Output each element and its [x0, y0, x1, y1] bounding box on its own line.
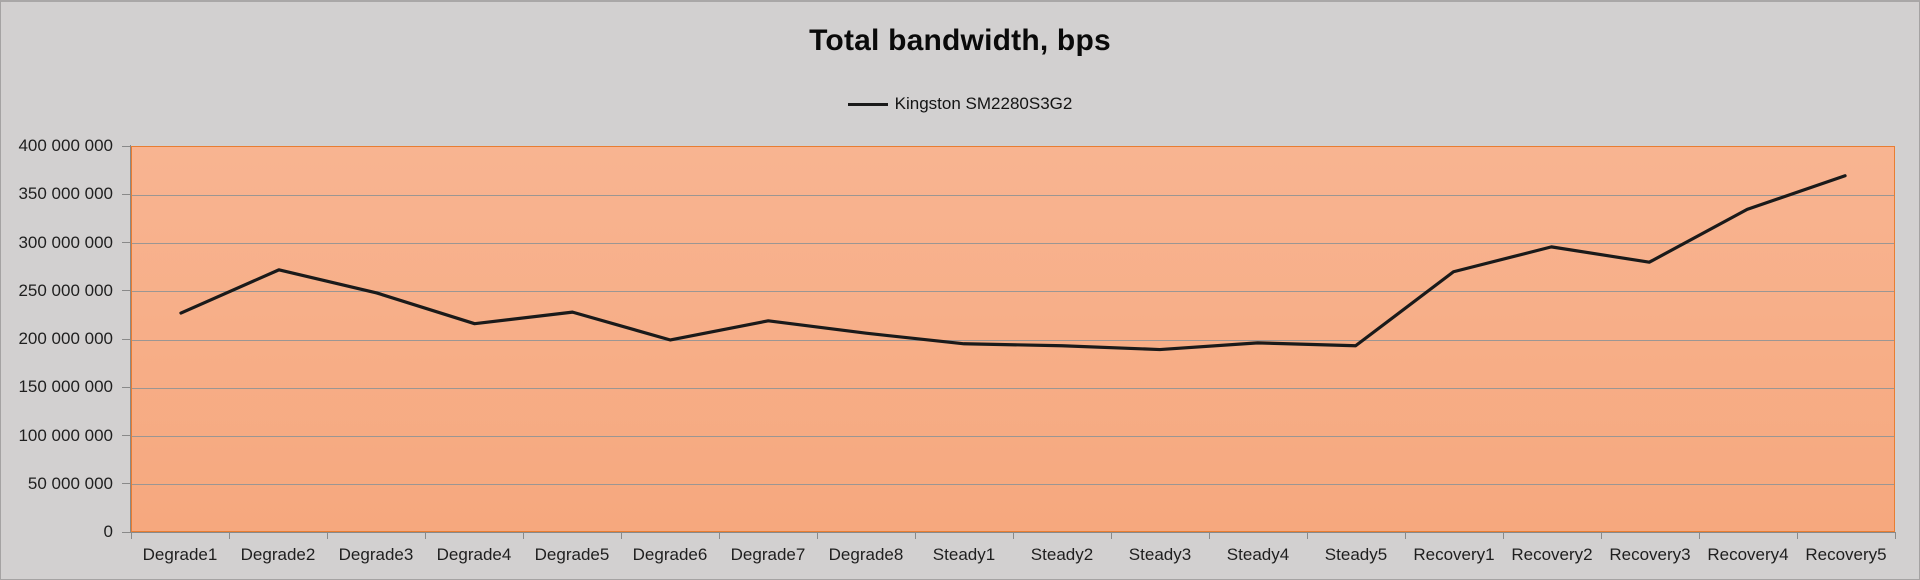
- gridline: [132, 484, 1894, 486]
- x-tick: [1307, 533, 1308, 539]
- x-tick: [327, 533, 328, 539]
- x-tick: [915, 533, 916, 539]
- x-tick: [523, 533, 524, 539]
- x-tick: [1111, 533, 1112, 539]
- x-tick-label: Degrade7: [730, 545, 806, 564]
- y-tick-label: 50 000 000: [27, 473, 113, 493]
- y-tick-label: 100 000 000: [18, 425, 113, 445]
- x-tick-label: Recovery3: [1609, 545, 1691, 564]
- y-tick-label: 400 000 000: [18, 136, 113, 155]
- x-tick: [1895, 533, 1896, 539]
- chart-title: Total bandwidth, bps: [809, 24, 1111, 57]
- y-tick-label: 0: [103, 522, 113, 541]
- x-tick-label: Degrade4: [436, 545, 512, 564]
- y-tick: [122, 290, 131, 292]
- y-tick: [122, 338, 131, 340]
- legend-line-marker: [847, 102, 888, 106]
- x-tick: [719, 533, 720, 539]
- y-tick-label: 150 000 000: [18, 377, 113, 397]
- x-tick: [1797, 533, 1798, 539]
- x-tick: [1013, 533, 1014, 539]
- y-tick: [122, 483, 131, 485]
- x-tick-label: Recovery2: [1511, 545, 1593, 564]
- gridline: [132, 291, 1894, 293]
- x-tick-label: Degrade8: [828, 545, 904, 564]
- plot-area: [131, 146, 1895, 532]
- x-tick: [229, 533, 230, 539]
- x-tick: [1209, 533, 1210, 539]
- x-tick: [1601, 533, 1602, 539]
- x-tick-label: Recovery4: [1707, 545, 1789, 564]
- y-tick: [122, 193, 131, 195]
- x-tick-label: Recovery1: [1413, 545, 1495, 564]
- x-tick-label: Steady2: [1030, 545, 1094, 564]
- x-tick: [1405, 533, 1406, 539]
- x-tick: [817, 533, 818, 539]
- y-tick-label: 300 000 000: [18, 232, 113, 252]
- x-tick-label: Steady5: [1324, 545, 1388, 564]
- gridline: [132, 436, 1894, 437]
- y-tick-label: 250 000 000: [18, 280, 113, 300]
- y-tick: [122, 435, 131, 436]
- gridline: [132, 194, 1894, 196]
- x-tick-label: Degrade1: [142, 545, 218, 564]
- y-tick: [122, 531, 131, 533]
- legend: Kingston SM2280S3G2: [1, 94, 1919, 114]
- x-tick-label: Degrade6: [632, 545, 708, 564]
- y-tick: [122, 386, 131, 388]
- x-tick-label: Steady1: [932, 545, 996, 564]
- bandwidth-series-polyline: [179, 174, 1847, 352]
- x-tick: [1699, 533, 1700, 539]
- x-tick-label: Recovery5: [1805, 545, 1887, 564]
- legend-series-label: Kingston SM2280S3G2: [894, 94, 1073, 113]
- x-tick-label: Steady3: [1128, 545, 1192, 564]
- gridline: [132, 339, 1894, 341]
- x-tick-label: Degrade5: [534, 545, 610, 564]
- x-tick-label: Degrade2: [240, 545, 316, 564]
- x-tick: [1503, 533, 1504, 539]
- x-axis-line: [130, 532, 1896, 533]
- y-tick-label: 200 000 000: [18, 329, 113, 348]
- x-tick-label: Steady4: [1226, 545, 1290, 564]
- x-tick: [425, 533, 426, 539]
- x-tick: [131, 533, 132, 539]
- gridline: [132, 243, 1894, 244]
- gridline: [132, 387, 1894, 389]
- y-tick: [122, 242, 131, 243]
- y-tick-label: 350 000 000: [18, 184, 113, 204]
- x-tick-label: Degrade3: [338, 545, 414, 564]
- y-tick: [122, 145, 131, 147]
- x-tick: [621, 533, 622, 539]
- series-line: [179, 174, 1847, 352]
